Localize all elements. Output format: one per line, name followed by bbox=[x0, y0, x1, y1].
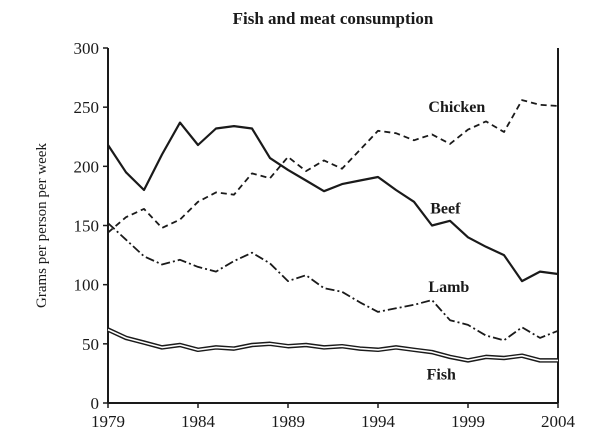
y-tick-label: 200 bbox=[74, 157, 100, 176]
fish-series-label: Fish bbox=[427, 366, 456, 383]
y-tick-label: 0 bbox=[91, 394, 100, 413]
y-tick-label: 300 bbox=[74, 39, 100, 58]
x-tick-label: 1994 bbox=[361, 412, 396, 431]
series-lines bbox=[107, 99, 559, 363]
x-tick-label: 1989 bbox=[271, 412, 305, 431]
chart-title: Fish and meat consumption bbox=[233, 9, 434, 28]
x-tick-label: 1979 bbox=[91, 412, 125, 431]
chicken-series-label: Chicken bbox=[428, 99, 485, 116]
beef-series-line bbox=[107, 121, 559, 283]
x-tick-label: 1999 bbox=[451, 412, 485, 431]
fish-series-line-inner bbox=[107, 328, 558, 362]
axes: 0 50 100 150 200 250 300 1979 1984 1989 1994 1999 20… bbox=[74, 39, 576, 431]
lamb-series-line bbox=[107, 222, 559, 342]
chicken-series-line bbox=[107, 99, 559, 234]
y-axis-label: Grams per person per week bbox=[34, 143, 50, 308]
lamb-series-label: Lamb bbox=[428, 279, 469, 296]
y-tick-label: 150 bbox=[74, 217, 100, 236]
y-tick-label: 100 bbox=[74, 276, 100, 295]
series-labels: Chicken Beef Lamb Fish bbox=[427, 99, 486, 383]
y-tick-label: 50 bbox=[82, 335, 99, 354]
x-tick-label: 2004 bbox=[541, 412, 576, 431]
y-tick-label: 250 bbox=[74, 98, 100, 117]
beef-series-label: Beef bbox=[430, 201, 461, 218]
x-tick-label: 1984 bbox=[181, 412, 216, 431]
